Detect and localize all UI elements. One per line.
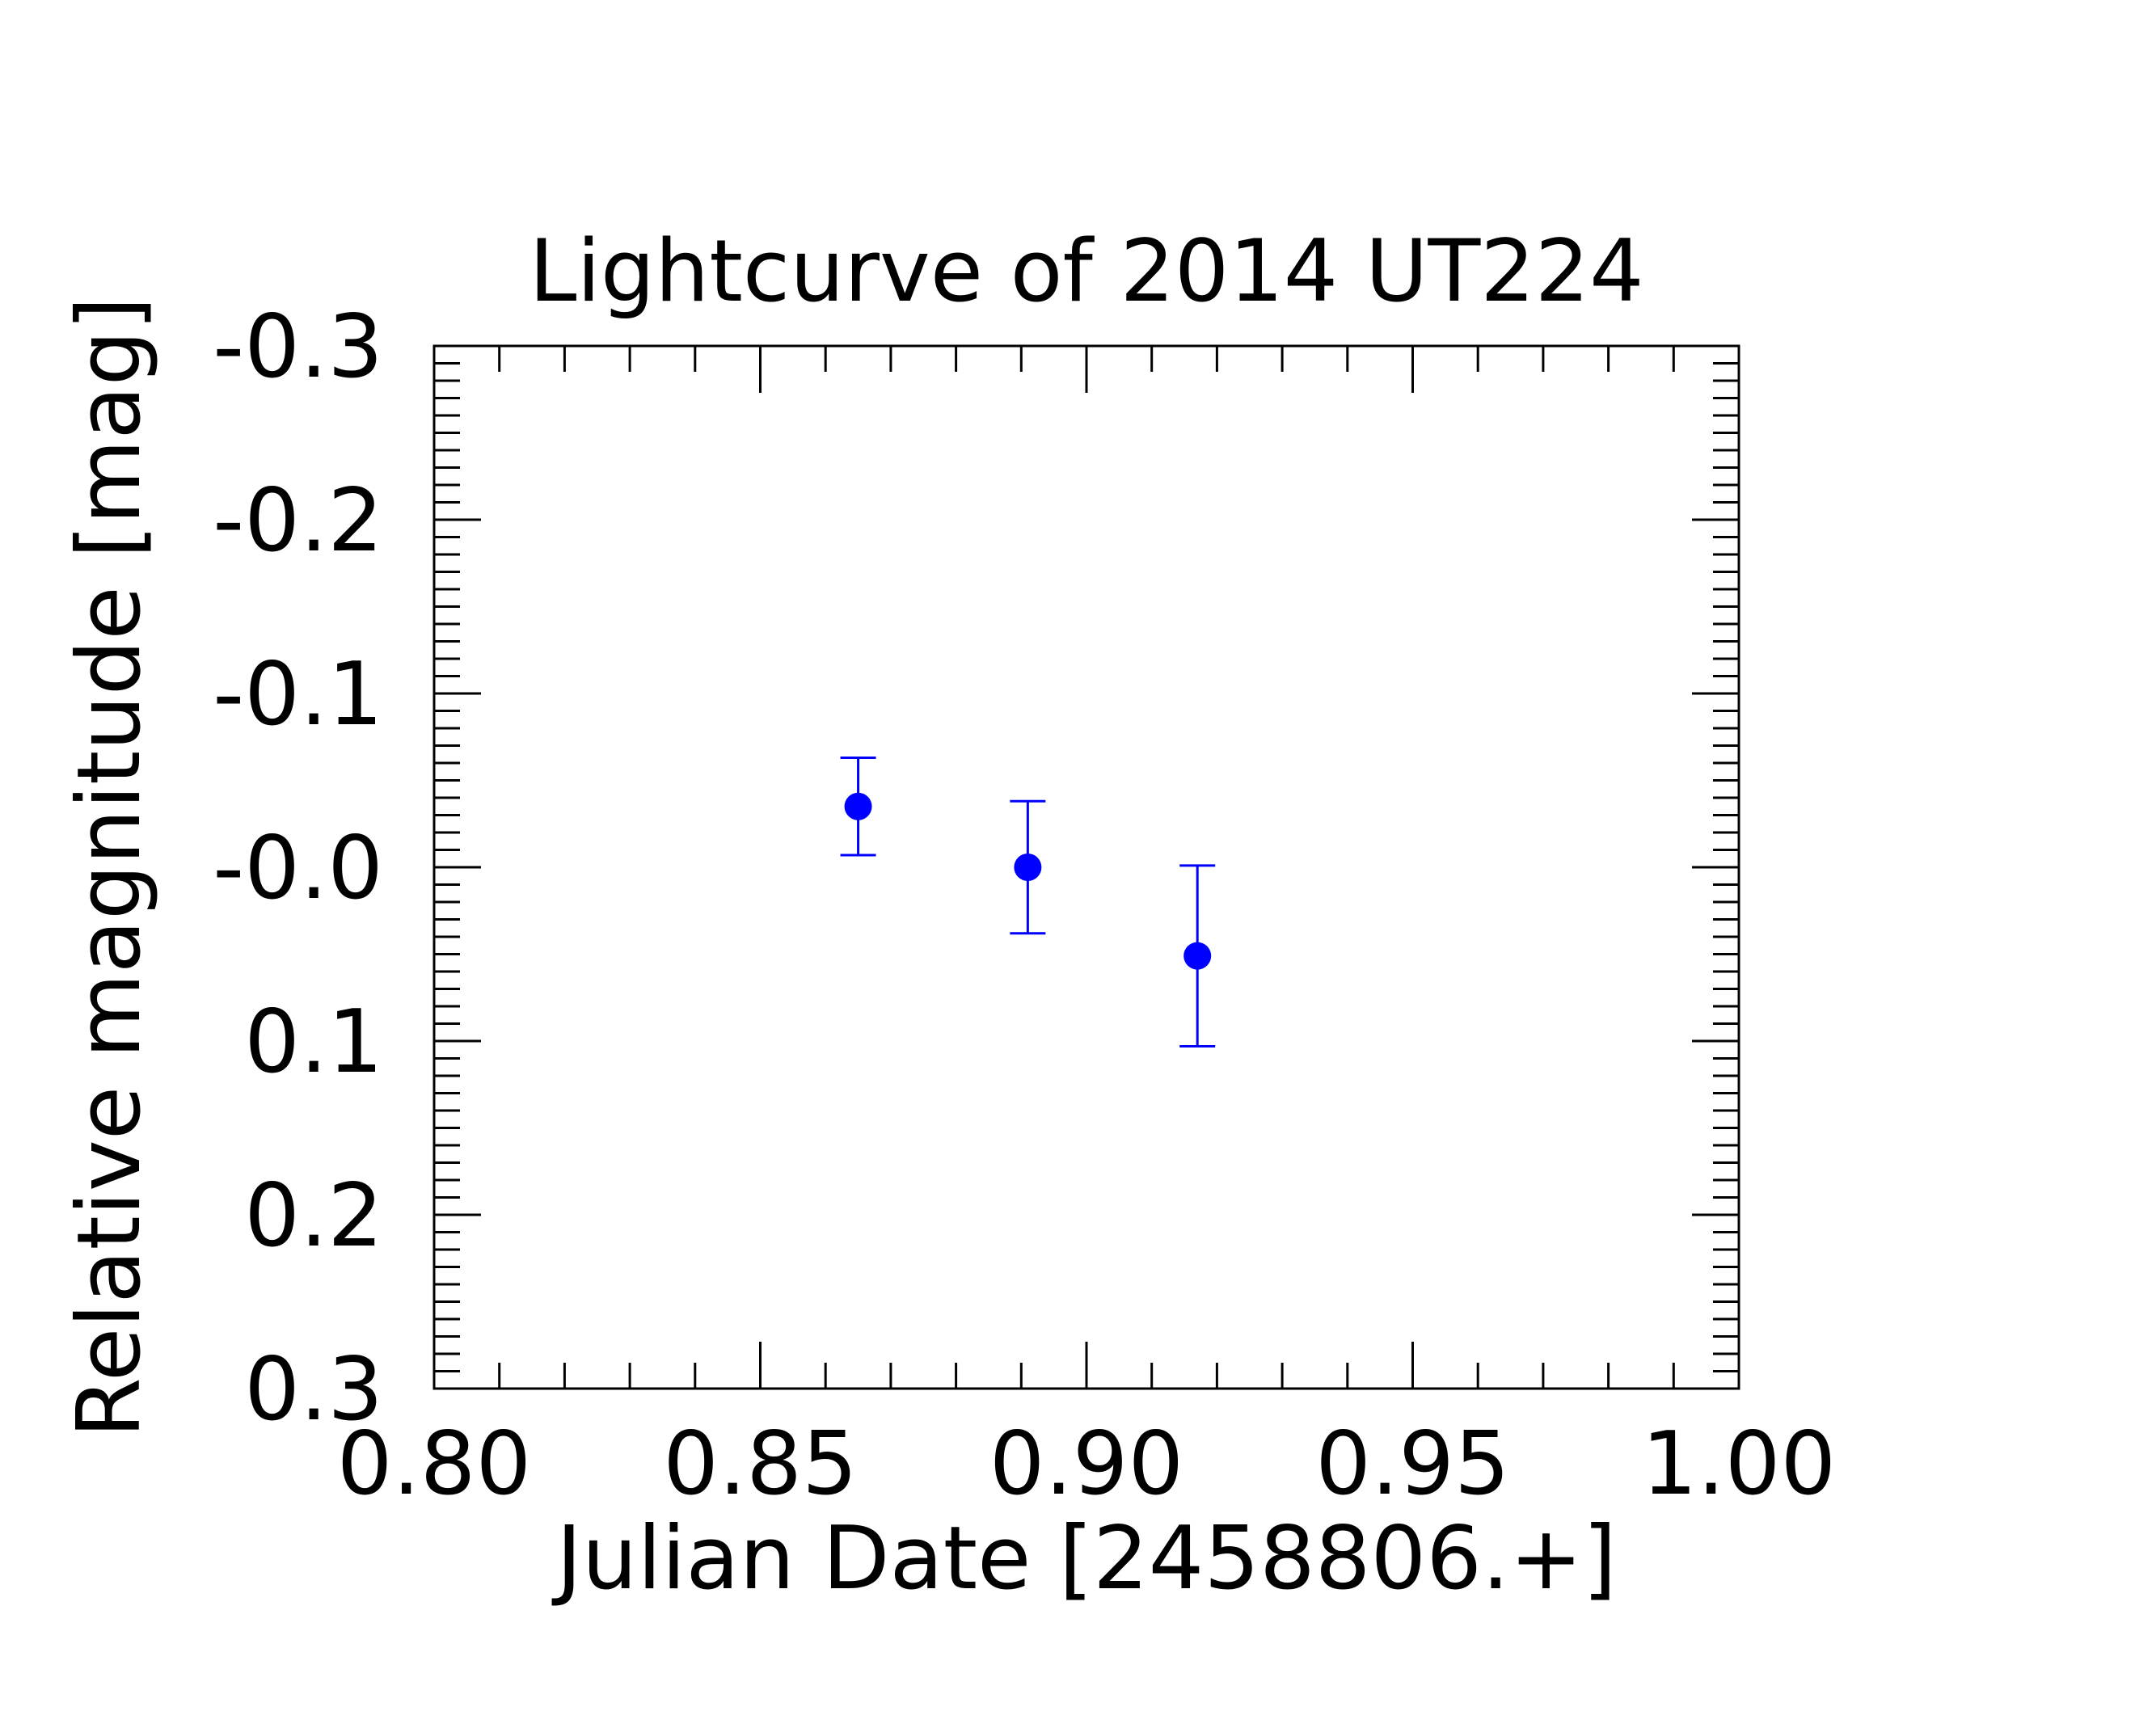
y-tick-label: 0.1 [244, 992, 383, 1093]
x-tick-label: 0.85 [663, 1414, 857, 1515]
data-point [1179, 864, 1216, 1047]
x-tick-labels: 0.80 0.85 0.90 0.95 1.00 [337, 1414, 1836, 1515]
point-marker [1183, 942, 1212, 970]
point-marker [844, 792, 872, 820]
x-axis-label: Julian Date [2458806.+] [551, 1508, 1617, 1609]
plot-frame [432, 344, 1740, 1390]
data-point [1010, 799, 1046, 935]
y-tick-label: -0.3 [213, 297, 383, 398]
x-tick-label: 0.90 [989, 1414, 1183, 1515]
y-tick-labels: -0.3 -0.2 -0.1 -0.0 0.1 0.2 0.3 [213, 297, 383, 1440]
tick-marks [432, 344, 1740, 1390]
x-tick-label: 1.00 [1642, 1414, 1836, 1515]
x-tick-label: 0.80 [337, 1414, 531, 1515]
y-tick-label: 0.2 [244, 1165, 383, 1267]
y-tick-label: 0.3 [244, 1339, 383, 1440]
point-marker [1014, 854, 1042, 881]
data-point [840, 757, 876, 857]
y-tick-label: -0.1 [213, 644, 383, 745]
y-tick-label: -0.0 [213, 818, 383, 919]
chart-title: Lightcurve of 2014 UT224 [529, 221, 1643, 321]
y-tick-label: -0.2 [213, 470, 383, 571]
y-axis-label: Relative magnitude [mag] [59, 297, 160, 1439]
x-tick-label: 0.95 [1315, 1414, 1509, 1515]
data-series [840, 757, 1216, 1047]
